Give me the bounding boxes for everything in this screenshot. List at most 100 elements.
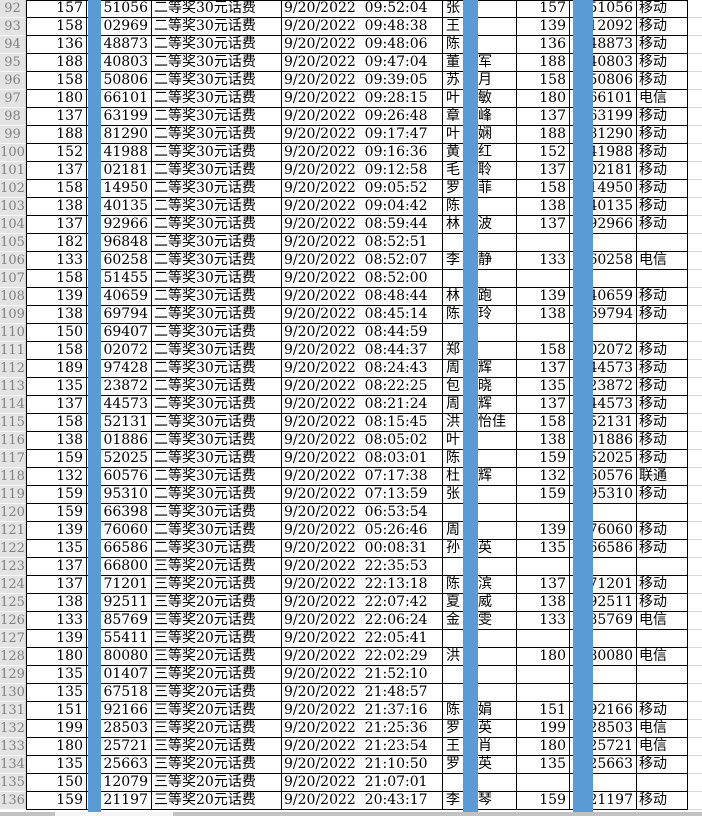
cell-prize[interactable]: 二等奖30元话费 — [152, 216, 282, 234]
cell-phone-suffix-2[interactable] — [570, 684, 637, 702]
cell-phone-suffix[interactable]: 44573 — [87, 396, 152, 414]
cell-phone-suffix-2[interactable]: 76060 — [570, 522, 637, 540]
cell-datetime[interactable]: 9/20/2022 09:52:04 — [282, 0, 443, 18]
cell-empty[interactable] — [688, 162, 702, 180]
cell-carrier[interactable]: 电信 — [637, 90, 688, 108]
cell-phone-suffix-2[interactable] — [570, 630, 637, 648]
cell-prize[interactable]: 三等奖20元话费 — [152, 648, 282, 666]
cell-datetime[interactable]: 9/20/2022 21:52:10 — [282, 666, 443, 684]
cell-carrier[interactable]: 电信 — [637, 738, 688, 756]
cell-carrier[interactable]: 移动 — [637, 414, 688, 432]
cell-prize[interactable]: 二等奖30元话费 — [152, 378, 282, 396]
cell-phone-prefix-2[interactable]: 139 — [517, 522, 570, 540]
cell-prize[interactable]: 三等奖20元话费 — [152, 774, 282, 792]
cell-phone-suffix[interactable]: 95310 — [87, 486, 152, 504]
cell-empty[interactable] — [688, 72, 702, 90]
cell-phone-suffix-2[interactable]: 41988 — [570, 144, 637, 162]
cell-phone-suffix[interactable]: 40803 — [87, 54, 152, 72]
cell-phone-suffix[interactable]: 66586 — [87, 540, 152, 558]
cell-empty[interactable] — [688, 378, 702, 396]
cell-datetime[interactable]: 9/20/2022 08:52:51 — [282, 234, 443, 252]
cell-prize[interactable]: 三等奖20元话费 — [152, 612, 282, 630]
cell-prize[interactable]: 三等奖20元话费 — [152, 792, 282, 810]
cell-empty[interactable] — [688, 216, 702, 234]
cell-phone-suffix[interactable]: 40659 — [87, 288, 152, 306]
cell-phone-prefix[interactable]: 137 — [26, 576, 87, 594]
cell-phone-suffix[interactable]: 52131 — [87, 414, 152, 432]
cell-prize[interactable]: 二等奖30元话费 — [152, 162, 282, 180]
cell-winner-name[interactable]: 陈娟 — [443, 702, 517, 720]
row-header[interactable]: 112 — [0, 360, 26, 378]
cell-phone-suffix-2[interactable]: 69794 — [570, 306, 637, 324]
cell-datetime[interactable]: 9/20/2022 08:24:43 — [282, 360, 443, 378]
cell-phone-suffix-2[interactable]: 52131 — [570, 414, 637, 432]
cell-prize[interactable]: 三等奖20元话费 — [152, 738, 282, 756]
row-header[interactable]: 114 — [0, 396, 26, 414]
cell-phone-suffix[interactable]: 25663 — [87, 756, 152, 774]
cell-datetime[interactable]: 9/20/2022 00:08:31 — [282, 540, 443, 558]
cell-datetime[interactable]: 9/20/2022 08:48:44 — [282, 288, 443, 306]
cell-datetime[interactable]: 9/20/2022 07:17:38 — [282, 468, 443, 486]
cell-phone-prefix[interactable]: 189 — [26, 360, 87, 378]
cell-winner-name[interactable]: 周辉 — [443, 360, 517, 378]
cell-prize[interactable]: 三等奖20元话费 — [152, 666, 282, 684]
cell-carrier[interactable]: 移动 — [637, 432, 688, 450]
cell-datetime[interactable]: 9/20/2022 08:44:59 — [282, 324, 443, 342]
cell-winner-name[interactable]: 王肖 — [443, 738, 517, 756]
cell-winner-name[interactable]: 陈滨 — [443, 576, 517, 594]
cell-phone-suffix-2[interactable]: 66586 — [570, 540, 637, 558]
cell-datetime[interactable]: 9/20/2022 22:06:24 — [282, 612, 443, 630]
horizontal-scrollbar[interactable] — [0, 812, 702, 816]
cell-phone-prefix[interactable]: 135 — [26, 378, 87, 396]
cell-winner-name[interactable]: 包晓 — [443, 378, 517, 396]
cell-carrier[interactable]: 移动 — [637, 72, 688, 90]
row-header[interactable]: 125 — [0, 594, 26, 612]
cell-phone-suffix-2[interactable] — [570, 774, 637, 792]
cell-winner-name[interactable]: 叶敏 — [443, 90, 517, 108]
row-header[interactable]: 118 — [0, 468, 26, 486]
cell-empty[interactable] — [688, 630, 702, 648]
cell-prize[interactable]: 二等奖30元话费 — [152, 126, 282, 144]
cell-phone-suffix-2[interactable]: 81290 — [570, 126, 637, 144]
cell-winner-name[interactable]: 周辉 — [443, 396, 517, 414]
cell-phone-prefix[interactable]: 159 — [26, 504, 87, 522]
cell-phone-prefix-2[interactable]: 180 — [517, 738, 570, 756]
cell-datetime[interactable]: 9/20/2022 06:53:54 — [282, 504, 443, 522]
cell-phone-prefix[interactable]: 152 — [26, 144, 87, 162]
cell-phone-suffix-2[interactable]: 28503 — [570, 720, 637, 738]
cell-datetime[interactable]: 9/20/2022 08:52:00 — [282, 270, 443, 288]
cell-phone-prefix[interactable]: 159 — [26, 450, 87, 468]
cell-empty[interactable] — [688, 54, 702, 72]
cell-datetime[interactable]: 9/20/2022 21:07:01 — [282, 774, 443, 792]
cell-phone-prefix[interactable]: 188 — [26, 126, 87, 144]
cell-empty[interactable] — [688, 486, 702, 504]
cell-phone-prefix-2[interactable]: 158 — [517, 72, 570, 90]
cell-phone-prefix-2[interactable]: 138 — [517, 432, 570, 450]
cell-empty[interactable] — [688, 468, 702, 486]
cell-phone-prefix-2[interactable]: 152 — [517, 144, 570, 162]
row-header[interactable]: 116 — [0, 432, 26, 450]
cell-datetime[interactable]: 9/20/2022 09:26:48 — [282, 108, 443, 126]
cell-prize[interactable]: 二等奖30元话费 — [152, 252, 282, 270]
cell-phone-prefix-2[interactable]: 135 — [517, 378, 570, 396]
cell-prize[interactable]: 二等奖30元话费 — [152, 414, 282, 432]
row-header[interactable]: 109 — [0, 306, 26, 324]
cell-phone-prefix[interactable]: 199 — [26, 720, 87, 738]
cell-phone-prefix-2[interactable]: 139 — [517, 18, 570, 36]
cell-winner-name[interactable]: 李琴 — [443, 792, 517, 810]
row-header[interactable]: 123 — [0, 558, 26, 576]
cell-datetime[interactable]: 9/20/2022 09:16:36 — [282, 144, 443, 162]
cell-winner-name[interactable] — [443, 666, 517, 684]
cell-carrier[interactable]: 移动 — [637, 36, 688, 54]
cell-phone-suffix[interactable]: 14950 — [87, 180, 152, 198]
cell-datetime[interactable]: 9/20/2022 09:04:42 — [282, 198, 443, 216]
cell-datetime[interactable]: 9/20/2022 22:05:41 — [282, 630, 443, 648]
cell-phone-prefix-2[interactable]: 159 — [517, 450, 570, 468]
cell-phone-prefix-2[interactable] — [517, 684, 570, 702]
cell-phone-prefix-2[interactable]: 158 — [517, 180, 570, 198]
row-header[interactable]: 113 — [0, 378, 26, 396]
cell-prize[interactable]: 二等奖30元话费 — [152, 324, 282, 342]
cell-phone-suffix[interactable]: 12079 — [87, 774, 152, 792]
cell-phone-prefix-2[interactable]: 137 — [517, 360, 570, 378]
cell-phone-prefix[interactable]: 182 — [26, 234, 87, 252]
